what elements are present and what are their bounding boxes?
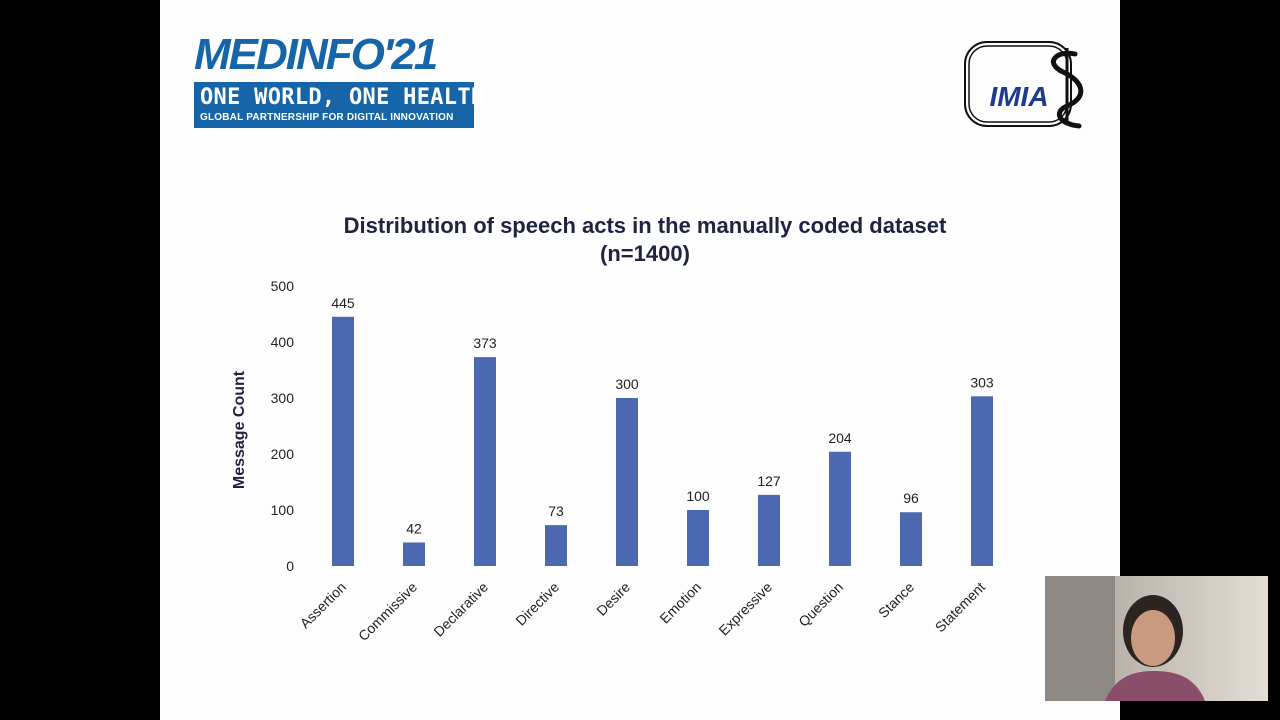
imia-logo: IMIA <box>964 41 1084 129</box>
bar-value-label: 300 <box>615 376 639 392</box>
bar-value-label: 100 <box>686 488 710 504</box>
medinfo-logo-subtagline: GLOBAL PARTNERSHIP FOR DIGITAL INNOVATIO… <box>200 112 454 123</box>
bar-value-label: 445 <box>331 295 355 311</box>
y-axis-label: Message Count <box>231 370 248 489</box>
medinfo-logo-tagline: ONE WORLD, ONE HEALTH <box>200 85 485 110</box>
bar-value-label: 373 <box>473 335 497 351</box>
medinfo-logo-wordmark: MEDINFO'21 <box>194 30 438 79</box>
presenter-image <box>1045 576 1268 701</box>
x-tick-label: Statement <box>932 579 989 636</box>
bar-declarative <box>474 357 496 566</box>
medinfo-logo-band: ONE WORLD, ONE HEALTH GLOBAL PARTNERSHIP… <box>194 82 484 128</box>
bar-value-label: 42 <box>406 520 422 536</box>
x-tick-label: Emotion <box>656 579 704 627</box>
bars <box>332 316 993 566</box>
bar-expressive <box>758 494 780 566</box>
bar-directive <box>545 525 567 566</box>
x-tick-label: Directive <box>512 579 562 629</box>
x-tick-label: Stance <box>875 579 917 621</box>
bar-chart: 0 100 200 300 400 500 445 42 373 73 300 100 127 204 9… <box>231 278 994 644</box>
bar-emotion <box>687 510 709 566</box>
bar-data-labels: 445 42 373 73 300 100 127 204 96 303 <box>331 295 994 537</box>
bar-value-label: 127 <box>757 473 781 489</box>
bar-value-label: 73 <box>548 503 564 519</box>
slide: MEDINFO'21 ONE WORLD, ONE HEALTH GLOBAL … <box>160 0 1120 720</box>
x-tick-label: Assertion <box>297 579 350 632</box>
bar-statement <box>971 396 993 566</box>
bar-value-label: 204 <box>828 430 852 446</box>
snake-icon <box>1051 50 1084 129</box>
y-tick-label: 100 <box>271 502 295 518</box>
bar-assertion <box>332 316 354 566</box>
x-tick-label: Declarative <box>430 579 491 640</box>
webcam-video <box>1045 576 1268 701</box>
y-axis-ticks: 0 100 200 300 400 500 <box>271 278 295 574</box>
x-tick-label: Question <box>795 579 846 630</box>
x-tick-label: Expressive <box>715 579 775 639</box>
x-tick-label: Commissive <box>355 579 420 644</box>
bar-desire <box>616 398 638 566</box>
y-tick-label: 400 <box>271 334 295 350</box>
bar-value-label: 96 <box>903 490 919 506</box>
x-tick-label: Desire <box>593 579 633 619</box>
medinfo-logo: MEDINFO'21 ONE WORLD, ONE HEALTH GLOBAL … <box>194 30 484 128</box>
y-tick-label: 300 <box>271 390 295 406</box>
bar-question <box>829 451 851 566</box>
bar-stance <box>900 512 922 566</box>
x-axis-labels: Assertion Commissive Declarative Directive D… <box>297 579 989 644</box>
chart-title: Distribution of speech acts in the manua… <box>343 213 947 266</box>
imia-logo-text: IMIA <box>989 81 1048 112</box>
y-tick-label: 200 <box>271 446 295 462</box>
y-tick-label: 500 <box>271 278 295 294</box>
bar-commissive <box>403 542 425 566</box>
y-tick-label: 0 <box>286 558 294 574</box>
bar-value-label: 303 <box>970 374 994 390</box>
